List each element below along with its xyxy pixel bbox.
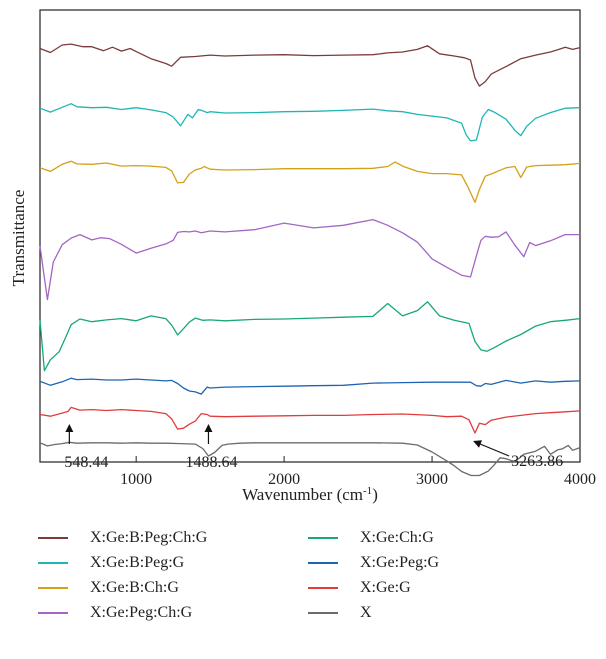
x-axis: 1000 2000 3000 4000	[120, 456, 596, 488]
peak-label: 1488.64	[185, 454, 237, 471]
x-tick-label: 2000	[268, 471, 300, 488]
series-line-5	[39, 301, 581, 372]
series-line-6	[39, 377, 581, 395]
peak-annotations: 548.44 1488.64 3263.86	[64, 424, 563, 471]
peak-label: 3263.86	[511, 453, 563, 470]
series-line-2	[39, 103, 581, 142]
peak-label: 548.44	[64, 454, 108, 471]
legend-label: X:Ge:Ch:G	[360, 529, 434, 546]
legend-item: X:Ge:Ch:G	[308, 526, 434, 550]
legend-swatch	[38, 587, 68, 589]
series-line-3	[39, 160, 581, 203]
x-tick-label: 3000	[416, 471, 448, 488]
legend-label: X:Ge:B:Peg:G	[90, 554, 185, 571]
legend-swatch	[38, 612, 68, 614]
legend-item: X:Ge:B:Peg:Ch:G	[38, 526, 207, 550]
x-tick-label: 4000	[564, 471, 596, 488]
peak-arrow-shaft	[479, 443, 510, 457]
x-axis-label-sup: -1	[363, 485, 372, 497]
legend-item: X:Ge:B:Ch:G	[38, 576, 179, 600]
legend-label: X	[360, 604, 372, 621]
legend-label: X:Ge:B:Ch:G	[90, 579, 179, 596]
plot-area-frame	[39, 9, 581, 463]
peak-arrow-head	[204, 424, 213, 432]
legend-swatch	[38, 562, 68, 564]
series-line-7	[39, 406, 581, 434]
legend-label: X:Ge:Peg:G	[360, 554, 440, 571]
legend-item: X:Ge:G	[308, 576, 411, 600]
peak-arrow-head	[65, 424, 74, 432]
x-axis-label-suffix: )	[372, 485, 378, 504]
legend-swatch	[308, 587, 338, 589]
x-tick-label: 1000	[120, 471, 152, 488]
legend-swatch	[38, 537, 68, 539]
legend-label: X:Ge:Peg:Ch:G	[90, 604, 193, 621]
legend-label: X:Ge:G	[360, 579, 411, 596]
legend-item: X:Ge:Peg:Ch:G	[38, 601, 192, 625]
series-line-4	[39, 218, 580, 301]
legend-swatch	[308, 612, 338, 614]
legend-swatch	[308, 537, 338, 539]
x-axis-label: Wavenumber (cm-1)	[242, 485, 378, 504]
legend-swatch	[308, 562, 338, 564]
series-line-8	[39, 441, 581, 477]
legend-item: X:Ge:B:Peg:G	[38, 551, 184, 575]
legend-label: X:Ge:B:Peg:Ch:G	[90, 529, 208, 546]
legend-item: X:Ge:Peg:G	[308, 551, 439, 575]
series-line-1	[39, 43, 581, 87]
y-axis-label: Transmittance	[9, 190, 28, 287]
legend-item: X	[308, 601, 372, 625]
peak-arrow-head	[473, 440, 483, 448]
series-layer	[39, 43, 581, 477]
x-axis-label-text: Wavenumber (cm	[242, 485, 363, 504]
